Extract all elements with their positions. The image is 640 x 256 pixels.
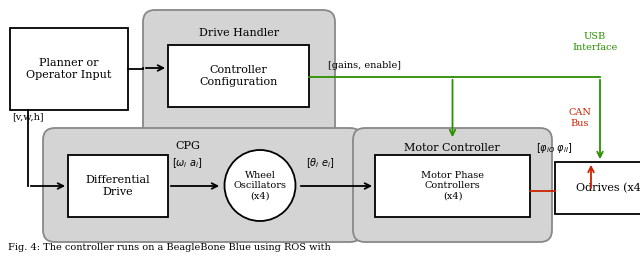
Text: Fig. 4: The controller runs on a BeagleBone Blue using ROS with: Fig. 4: The controller runs on a BeagleB… bbox=[8, 243, 331, 252]
Text: Motor Phase
Controllers
(x4): Motor Phase Controllers (x4) bbox=[421, 171, 484, 201]
Text: CPG: CPG bbox=[175, 141, 200, 151]
Text: Drive Handler: Drive Handler bbox=[199, 28, 279, 38]
Text: USB
Interface: USB Interface bbox=[572, 32, 618, 52]
Text: [gains, enable]: [gains, enable] bbox=[328, 61, 401, 70]
Text: $[\omega_i\ a_i]$: $[\omega_i\ a_i]$ bbox=[172, 156, 202, 170]
Text: CAN
Bus: CAN Bus bbox=[568, 108, 591, 128]
Bar bbox=[375, 155, 530, 217]
FancyBboxPatch shape bbox=[353, 128, 552, 242]
Text: Controller
Configuration: Controller Configuration bbox=[199, 65, 278, 87]
Text: $[\theta_i\ e_i]$: $[\theta_i\ e_i]$ bbox=[306, 156, 334, 170]
Bar bbox=[555, 162, 640, 214]
FancyBboxPatch shape bbox=[143, 10, 335, 144]
Text: Motor Controller: Motor Controller bbox=[404, 143, 500, 153]
Text: [v,w,h]: [v,w,h] bbox=[12, 112, 44, 122]
Text: $[\varphi_{iO}\ \varphi_{iI}]$: $[\varphi_{iO}\ \varphi_{iI}]$ bbox=[536, 141, 573, 155]
FancyBboxPatch shape bbox=[43, 128, 362, 242]
Text: Differential
Drive: Differential Drive bbox=[86, 175, 150, 197]
Circle shape bbox=[225, 150, 296, 221]
Text: Wheel
Oscillators
(x4): Wheel Oscillators (x4) bbox=[234, 170, 287, 200]
Bar bbox=[168, 45, 309, 107]
Text: Planner or
Operator Input: Planner or Operator Input bbox=[26, 58, 112, 80]
Bar bbox=[68, 155, 168, 217]
Text: Odrives (x4): Odrives (x4) bbox=[577, 183, 640, 193]
Bar bbox=[10, 28, 128, 110]
